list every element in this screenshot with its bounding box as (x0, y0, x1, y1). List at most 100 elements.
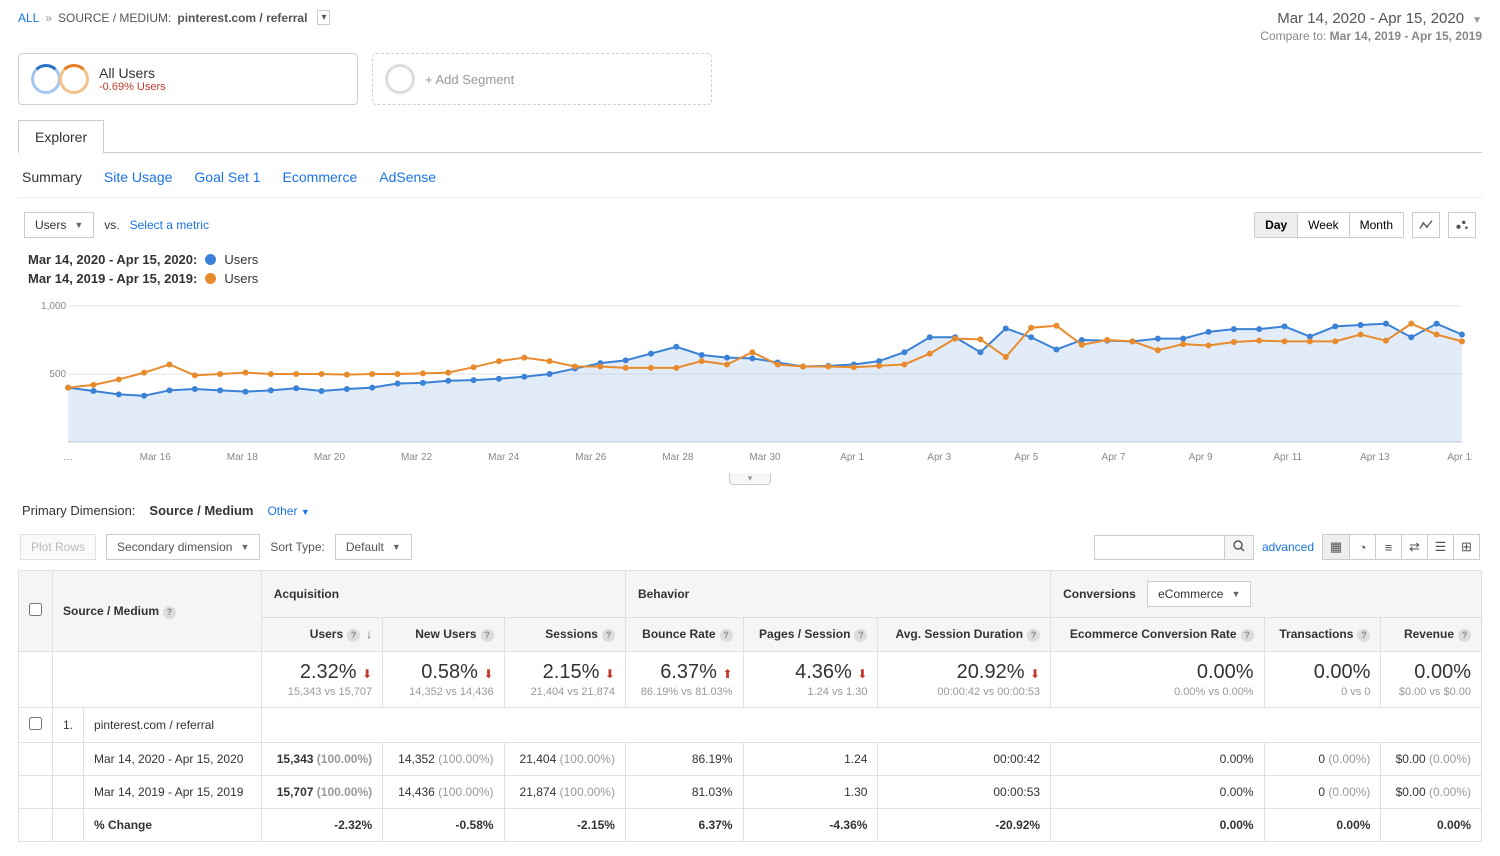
col-avg-session-duration[interactable]: Avg. Session Duration? (878, 618, 1051, 652)
time-granularity-group: Day Week Month (1254, 212, 1404, 238)
data-cell: 15,343 (100.00%) (261, 743, 382, 776)
summary-cell: 0.00% $0.00 vs $0.00 (1381, 652, 1482, 708)
group-behavior: Behavior (625, 571, 1050, 618)
caret-down-icon: ▼ (74, 220, 83, 230)
date-range-picker[interactable]: Mar 14, 2020 - Apr 15, 2020▼ Compare to:… (1260, 10, 1482, 43)
add-segment-button[interactable]: + Add Segment (372, 53, 712, 105)
col-users[interactable]: Users?↓ (261, 618, 382, 652)
svg-text:Mar 26: Mar 26 (575, 452, 607, 463)
secondary-dimension-select[interactable]: Secondary dimension▼ (106, 534, 260, 560)
svg-text:Apr 5: Apr 5 (1014, 452, 1038, 463)
col-transactions[interactable]: Transactions? (1264, 618, 1381, 652)
breadcrumb-all[interactable]: ALL (18, 11, 39, 25)
svg-text:Apr 15: Apr 15 (1447, 452, 1472, 463)
legend-dot-2-icon (205, 273, 216, 284)
segment-all-users[interactable]: All Users -0.69% Users (18, 53, 358, 105)
help-icon[interactable]: ? (347, 629, 360, 642)
change-cell: -0.58% (383, 809, 504, 842)
chart-drag-handle-icon[interactable]: ▾ (729, 473, 771, 485)
change-cell: 0.00% (1381, 809, 1482, 842)
breadcrumb-dropdown[interactable]: ▾ (317, 10, 330, 25)
sort-type-select[interactable]: Default▼ (335, 534, 412, 560)
subtab-goal-set-1[interactable]: Goal Set 1 (194, 169, 260, 185)
help-icon[interactable]: ? (481, 629, 494, 642)
table-search-input[interactable] (1094, 535, 1224, 560)
period-label: Mar 14, 2020 - Apr 15, 2020 (84, 743, 262, 776)
view-cloud-icon[interactable]: ☰ (1427, 535, 1453, 559)
col-source-medium[interactable]: Source / Medium? (53, 571, 262, 652)
subtab-adsense[interactable]: AdSense (379, 169, 436, 185)
time-week-button[interactable]: Week (1297, 213, 1348, 237)
data-cell: 14,436 (100.00%) (383, 776, 504, 809)
svg-text:Apr 1: Apr 1 (840, 452, 864, 463)
legend-name-1: Users (224, 252, 258, 267)
row-checkbox[interactable] (29, 717, 42, 730)
svg-text:Mar 30: Mar 30 (749, 452, 781, 463)
view-table-icon[interactable]: ▦ (1323, 535, 1349, 559)
sort-down-icon: ↓ (366, 627, 372, 641)
data-cell: 14,352 (100.00%) (383, 743, 504, 776)
legend-name-2: Users (224, 271, 258, 286)
change-cell: -2.15% (504, 809, 625, 842)
row-label[interactable]: pinterest.com / referral (84, 708, 262, 743)
subtab-site-usage[interactable]: Site Usage (104, 169, 172, 185)
col-ecommerce-conversion-rate[interactable]: Ecommerce Conversion Rate? (1051, 618, 1265, 652)
help-icon[interactable]: ? (163, 606, 176, 619)
change-cell: 0.00% (1051, 809, 1265, 842)
time-day-button[interactable]: Day (1255, 213, 1297, 237)
view-pie-icon[interactable]: ◔ (1349, 535, 1375, 559)
change-cell: 6.37% (625, 809, 743, 842)
data-cell: $0.00 (0.00%) (1381, 743, 1482, 776)
summary-cell: 4.36% ⬇1.24 vs 1.30 (743, 652, 878, 708)
col-sessions[interactable]: Sessions? (504, 618, 625, 652)
svg-text:Apr 7: Apr 7 (1102, 452, 1126, 463)
breadcrumb-value: pinterest.com / referral (177, 11, 307, 25)
table-search-button[interactable] (1224, 535, 1254, 560)
col-revenue[interactable]: Revenue? (1381, 618, 1482, 652)
help-icon[interactable]: ? (1241, 629, 1254, 642)
metric-select-primary[interactable]: Users▼ (24, 212, 94, 238)
col-new-users[interactable]: New Users? (383, 618, 504, 652)
change-cell: 0.00% (1264, 809, 1381, 842)
legend-range-1: Mar 14, 2020 - Apr 15, 2020: (28, 252, 197, 267)
summary-cell: 0.00% 0 vs 0 (1264, 652, 1381, 708)
help-icon[interactable]: ? (854, 629, 867, 642)
primary-dimension-other[interactable]: Other ▼ (267, 504, 309, 518)
help-icon[interactable]: ? (1357, 629, 1370, 642)
col-bounce-rate[interactable]: Bounce Rate? (625, 618, 743, 652)
view-compare-icon[interactable]: ⇄ (1401, 535, 1427, 559)
legend-dot-1-icon (205, 254, 216, 265)
time-month-button[interactable]: Month (1349, 213, 1403, 237)
view-bars-icon[interactable]: ≡ (1375, 535, 1401, 559)
chevron-down-icon: ▼ (1472, 15, 1482, 26)
chart-type-motion-icon[interactable] (1448, 212, 1476, 238)
svg-text:Mar 18: Mar 18 (227, 452, 259, 463)
primary-dimension-active[interactable]: Source / Medium (149, 503, 253, 518)
advanced-link[interactable]: advanced (1262, 540, 1314, 554)
data-cell: 81.03% (625, 776, 743, 809)
svg-text:Apr 3: Apr 3 (927, 452, 951, 463)
data-cell: 0.00% (1051, 776, 1265, 809)
conversions-select[interactable]: eCommerce▼ (1147, 581, 1251, 607)
row-number: 1. (53, 708, 84, 743)
help-icon[interactable]: ? (602, 629, 615, 642)
breadcrumb: ALL » SOURCE / MEDIUM: pinterest.com / r… (18, 10, 330, 25)
view-pivot-icon[interactable]: ⊞ (1453, 535, 1479, 559)
svg-text:Mar 16: Mar 16 (140, 452, 172, 463)
help-icon[interactable]: ? (720, 629, 733, 642)
subtab-ecommerce[interactable]: Ecommerce (283, 169, 358, 185)
plot-rows-button: Plot Rows (20, 534, 96, 560)
svg-text:Apr 11: Apr 11 (1273, 452, 1302, 463)
chart-type-line-icon[interactable] (1412, 212, 1440, 238)
sort-type-label: Sort Type: (270, 540, 324, 554)
subtab-summary[interactable]: Summary (22, 169, 82, 185)
summary-cell: 20.92% ⬇00:00:42 vs 00:00:53 (878, 652, 1051, 708)
col-pages-session[interactable]: Pages / Session? (743, 618, 878, 652)
help-icon[interactable]: ? (1027, 629, 1040, 642)
data-cell: 21,404 (100.00%) (504, 743, 625, 776)
help-icon[interactable]: ? (1458, 629, 1471, 642)
select-all-checkbox[interactable] (29, 603, 42, 616)
data-cell: $0.00 (0.00%) (1381, 776, 1482, 809)
metric-select-secondary[interactable]: Select a metric (130, 218, 209, 232)
tab-explorer[interactable]: Explorer (18, 120, 104, 153)
